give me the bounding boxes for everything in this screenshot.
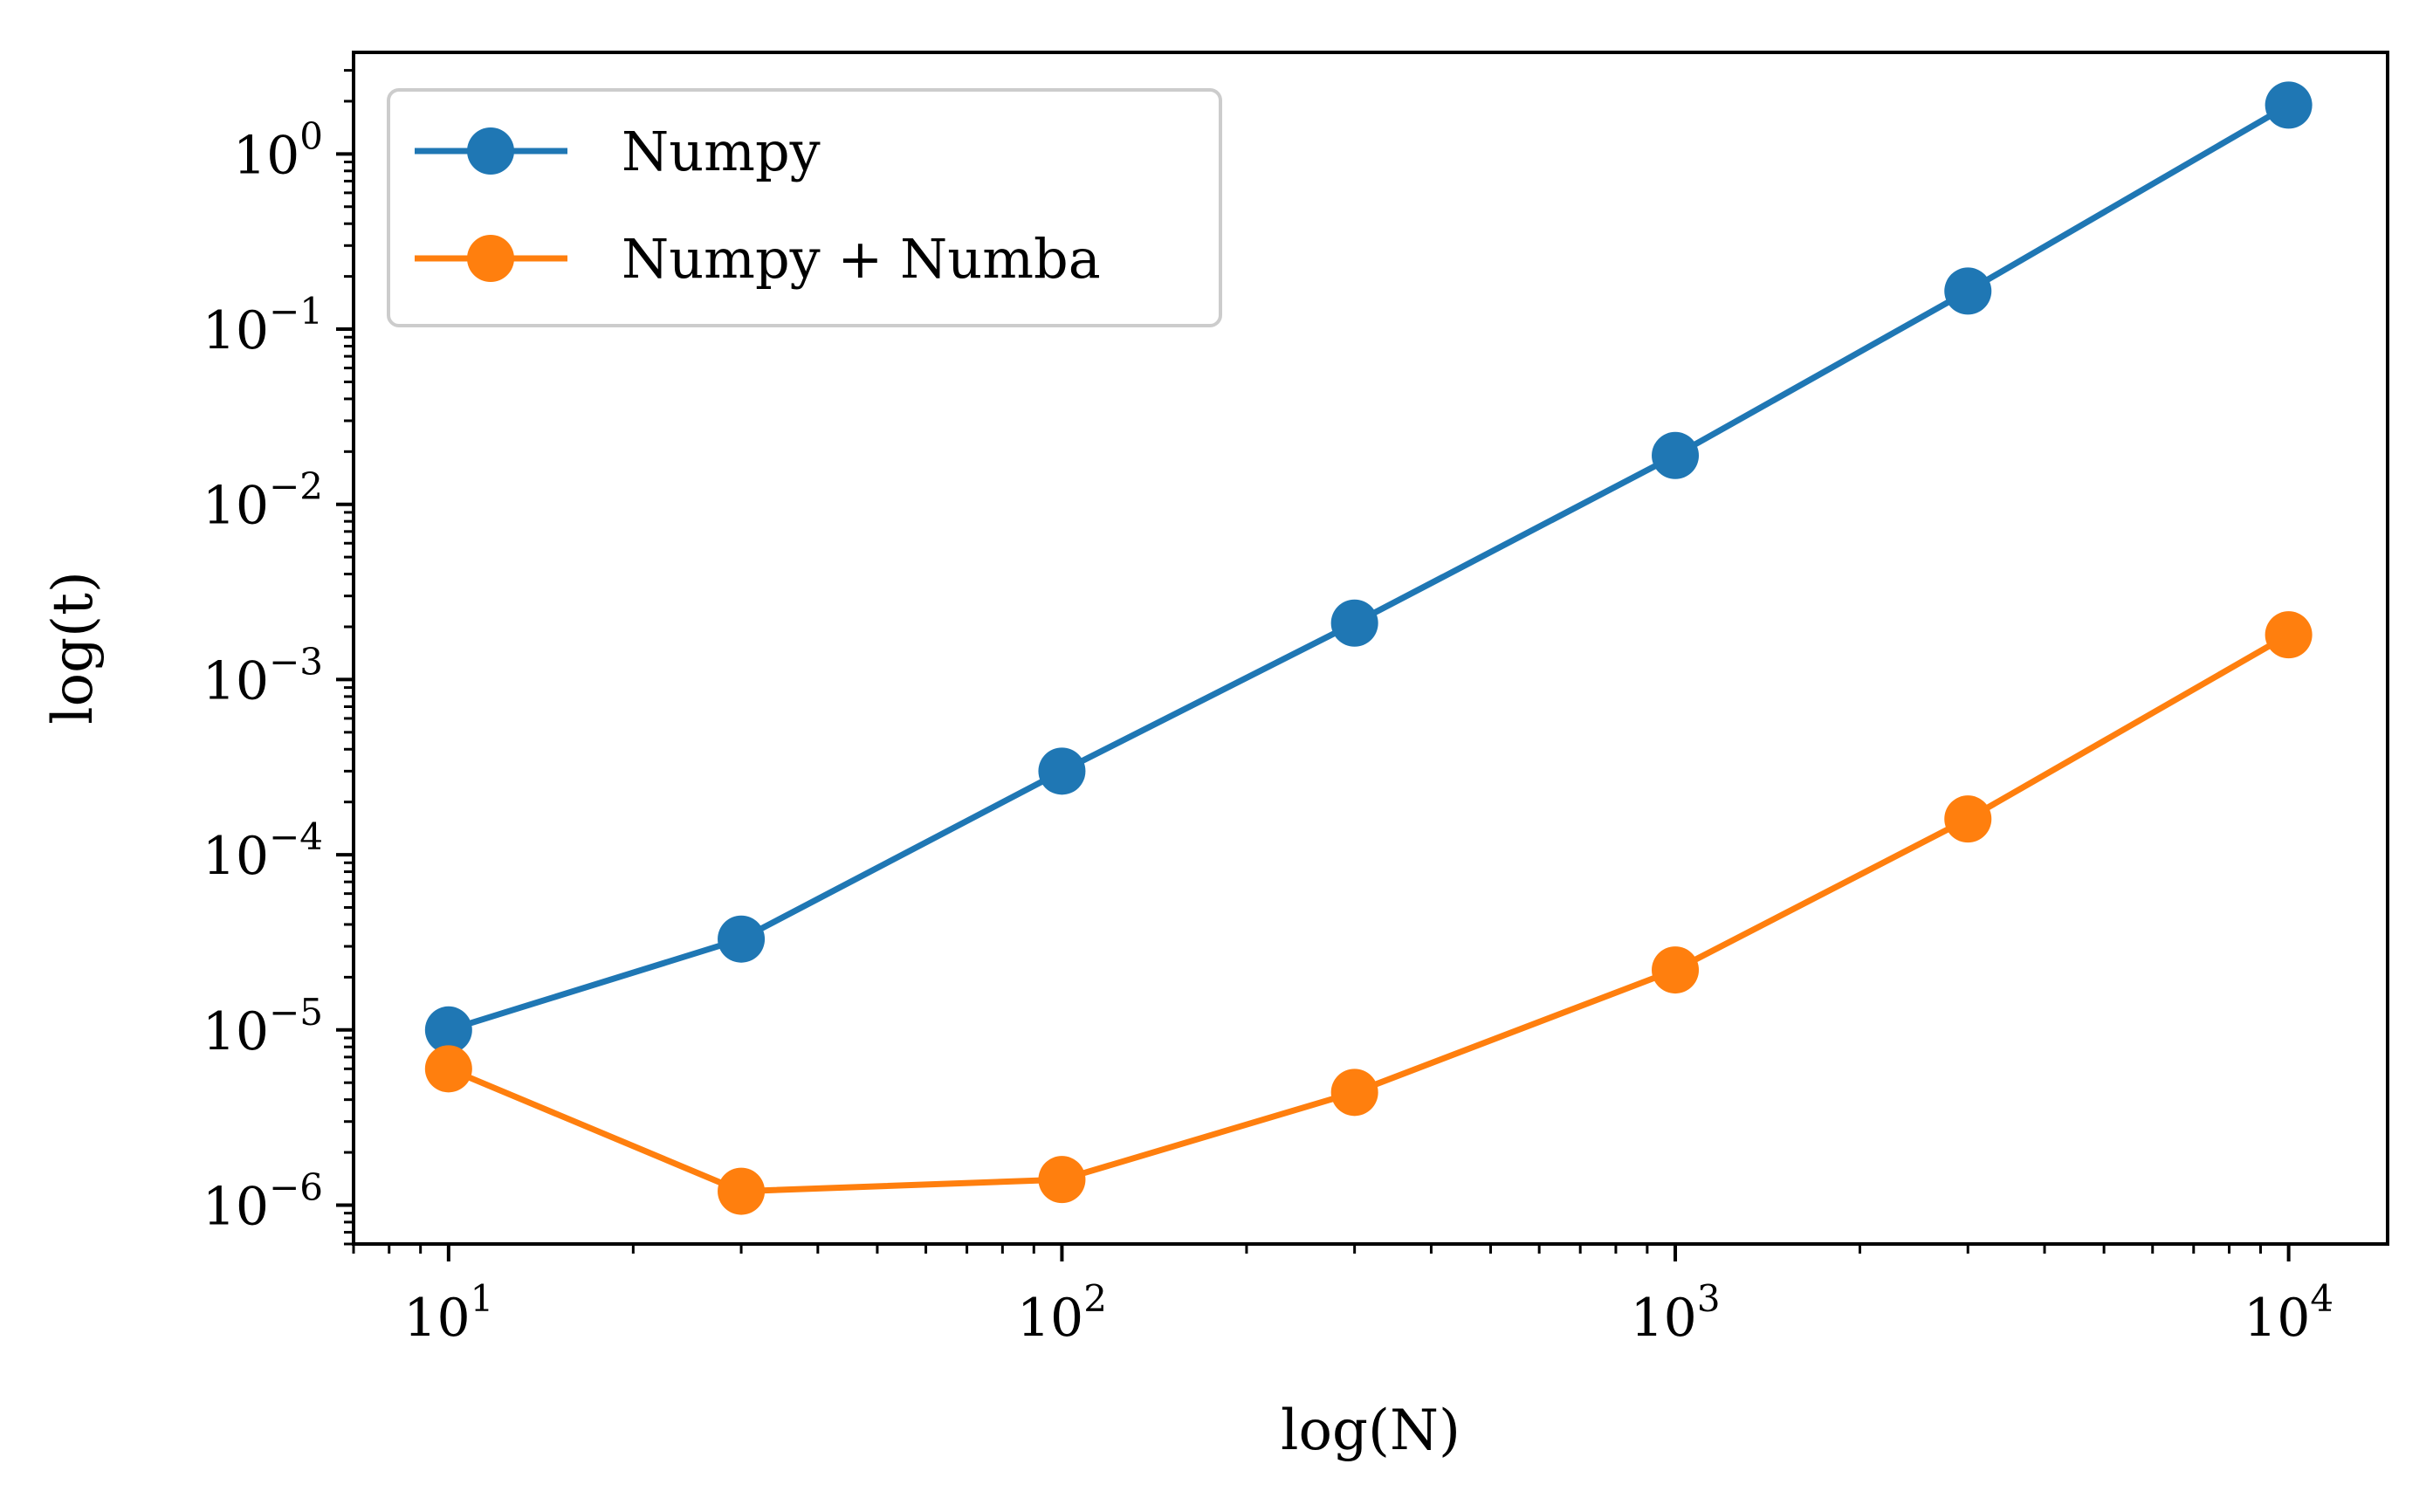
y-tick-label: 10−5: [203, 991, 323, 1062]
legend-marker-numpy: [467, 127, 514, 175]
series-numpy-numba: [424, 611, 2313, 1215]
data-point-numpy-numba: [424, 1045, 472, 1093]
y-tick-label: 10−3: [203, 640, 323, 711]
x-tick-label: 104: [2244, 1277, 2333, 1349]
x-tick-label: 102: [1017, 1277, 1107, 1349]
y-tick-label: 10−4: [203, 815, 323, 887]
data-point-numpy: [2265, 81, 2313, 129]
plot-frame: [352, 51, 2389, 1246]
x-tick-label: 101: [403, 1277, 493, 1349]
data-point-numpy: [1330, 599, 1378, 647]
legend-label-numpy: Numpy: [622, 120, 821, 183]
data-point-numpy-numba: [1652, 946, 1700, 994]
axis-ticks: 101 102 103 104 10−6 10−5 10−4 10−3 10−2 10−1 100: [203, 69, 2333, 1349]
legend-label-numpy-numba: Numpy + Numba: [622, 227, 1101, 291]
legend-box: [387, 88, 1222, 327]
y-tick-label: 10−2: [203, 465, 323, 537]
series-numpy: [424, 81, 2313, 1054]
data-point-numpy-numba: [718, 1167, 766, 1215]
data-point-numpy: [1652, 431, 1700, 479]
y-tick-label: 10−6: [203, 1165, 323, 1237]
x-tick-label: 103: [1630, 1277, 1720, 1349]
y-tick-label: 100: [233, 114, 323, 186]
data-point-numpy-numba: [2265, 611, 2313, 659]
y-tick-label: 10−1: [203, 290, 323, 361]
data-point-numpy-numba: [1038, 1156, 1086, 1204]
legend: Numpy Numpy + Numba: [387, 88, 1222, 327]
data-point-numpy: [718, 915, 766, 963]
data-point-numpy: [1038, 747, 1086, 795]
y-axis-label: log(t): [41, 571, 106, 725]
legend-marker-numpy-numba: [467, 235, 514, 282]
data-point-numpy: [424, 1006, 472, 1054]
data-point-numpy-numba: [1330, 1069, 1378, 1117]
series-layer: [424, 81, 2313, 1215]
x-axis-label: log(N): [1281, 1399, 1460, 1463]
data-point-numpy: [1944, 267, 1992, 315]
data-point-numpy-numba: [1944, 795, 1992, 843]
